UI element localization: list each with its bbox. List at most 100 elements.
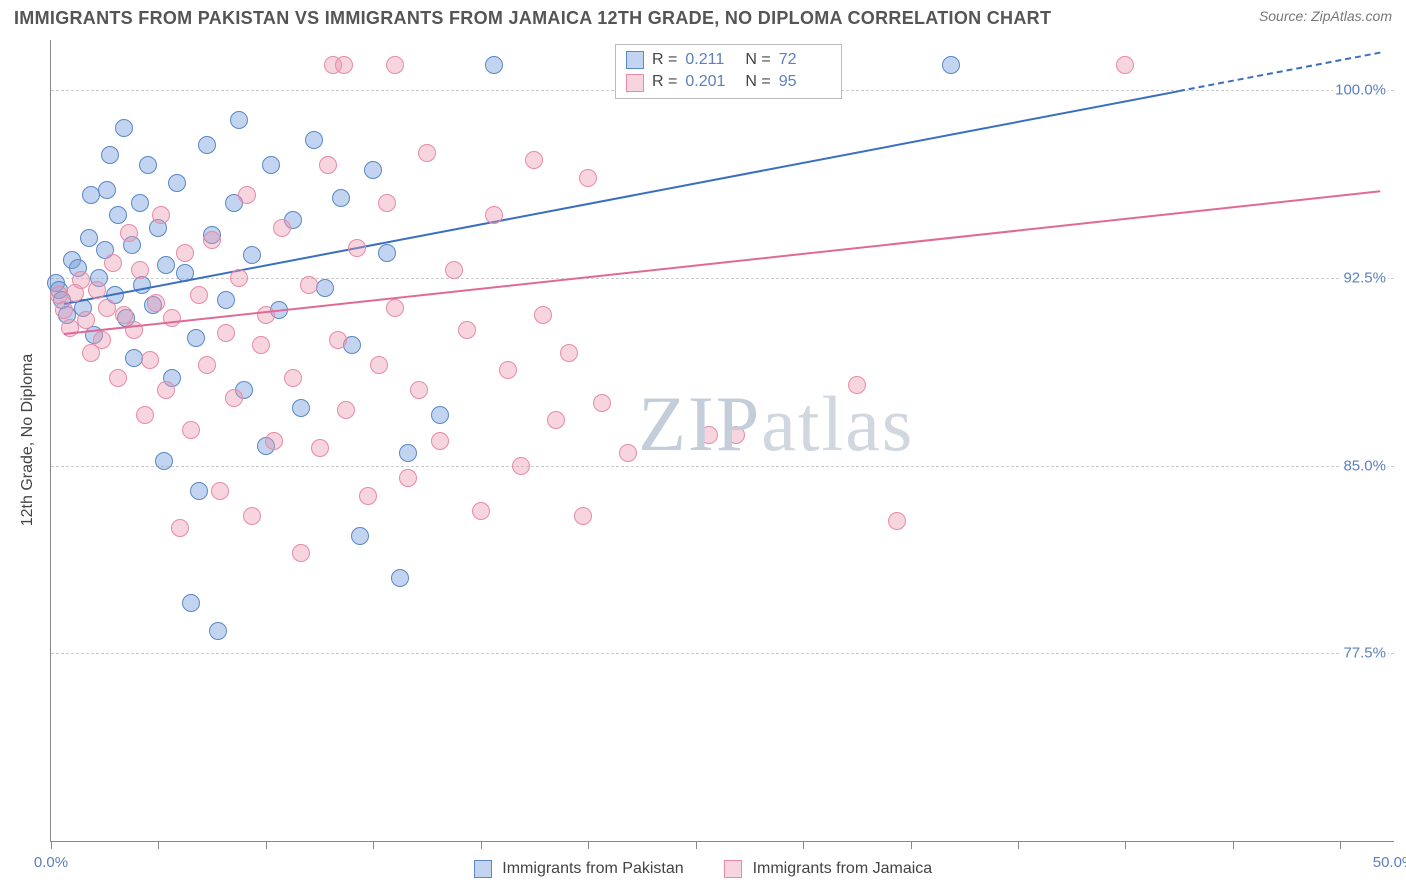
data-point xyxy=(499,361,517,379)
data-point xyxy=(593,394,611,412)
x-tick xyxy=(373,841,374,849)
data-point xyxy=(316,279,334,297)
data-point xyxy=(284,369,302,387)
data-point xyxy=(225,389,243,407)
data-point xyxy=(319,156,337,174)
data-point xyxy=(351,527,369,545)
data-point xyxy=(472,502,490,520)
data-point xyxy=(431,406,449,424)
n-value-pakistan: 72 xyxy=(779,49,831,71)
data-point xyxy=(265,432,283,450)
data-point xyxy=(131,194,149,212)
data-point xyxy=(292,399,310,417)
data-point xyxy=(399,469,417,487)
y-tick-label: 100.0% xyxy=(1333,82,1388,99)
n-value-jamaica: 95 xyxy=(779,71,831,93)
data-point xyxy=(370,356,388,374)
data-point xyxy=(147,294,165,312)
data-point xyxy=(104,254,122,272)
data-point xyxy=(534,306,552,324)
x-tick xyxy=(911,841,912,849)
data-point xyxy=(55,301,73,319)
data-point xyxy=(252,336,270,354)
data-point xyxy=(190,482,208,500)
legend-label: Immigrants from Jamaica xyxy=(753,860,933,877)
data-point xyxy=(335,56,353,74)
x-tick xyxy=(803,841,804,849)
data-point xyxy=(198,356,216,374)
data-point xyxy=(619,444,637,462)
data-point xyxy=(525,151,543,169)
data-point xyxy=(163,309,181,327)
data-point xyxy=(243,507,261,525)
plot-area: ZIPatlas R = 0.211 N = 72 R = 0.201 N = … xyxy=(50,40,1394,842)
data-point xyxy=(230,111,248,129)
data-point xyxy=(211,482,229,500)
data-point xyxy=(337,401,355,419)
x-tick xyxy=(51,841,52,849)
data-point xyxy=(120,224,138,242)
data-point xyxy=(485,206,503,224)
data-point xyxy=(458,321,476,339)
data-point xyxy=(485,56,503,74)
data-point xyxy=(157,256,175,274)
data-point xyxy=(1116,56,1134,74)
data-point xyxy=(329,331,347,349)
x-tick xyxy=(696,841,697,849)
data-point xyxy=(399,444,417,462)
n-label: N = xyxy=(745,71,770,93)
x-tick xyxy=(1233,841,1234,849)
r-value-pakistan: 0.211 xyxy=(685,49,737,71)
data-point xyxy=(109,206,127,224)
data-point xyxy=(176,244,194,262)
data-point xyxy=(311,439,329,457)
y-tick-label: 92.5% xyxy=(1341,269,1388,286)
data-point xyxy=(257,306,275,324)
data-point xyxy=(378,194,396,212)
data-point xyxy=(305,131,323,149)
y-tick-label: 77.5% xyxy=(1341,645,1388,662)
data-point xyxy=(80,229,98,247)
data-point xyxy=(141,351,159,369)
data-point xyxy=(378,244,396,262)
data-point xyxy=(445,261,463,279)
data-point xyxy=(230,269,248,287)
data-point xyxy=(348,239,366,257)
data-point xyxy=(700,426,718,444)
swatch-pakistan xyxy=(626,51,644,69)
data-point xyxy=(133,276,151,294)
x-tick xyxy=(1018,841,1019,849)
chart-title: IMMIGRANTS FROM PAKISTAN VS IMMIGRANTS F… xyxy=(14,8,1051,29)
y-tick-label: 85.0% xyxy=(1341,457,1388,474)
data-point xyxy=(418,144,436,162)
data-point xyxy=(848,376,866,394)
legend-label: Immigrants from Pakistan xyxy=(502,860,683,877)
data-point xyxy=(727,426,745,444)
legend-item-pakistan: Immigrants from Pakistan xyxy=(474,860,688,877)
data-point xyxy=(88,281,106,299)
gridline xyxy=(51,278,1394,279)
x-tick xyxy=(1340,841,1341,849)
data-point xyxy=(217,291,235,309)
x-tick xyxy=(158,841,159,849)
data-point xyxy=(155,452,173,470)
data-point xyxy=(359,487,377,505)
y-axis-label: 12th Grade, No Diploma xyxy=(19,354,37,527)
trend-line xyxy=(64,190,1380,335)
data-point xyxy=(300,276,318,294)
x-tick xyxy=(588,841,589,849)
data-point xyxy=(273,219,291,237)
data-point xyxy=(209,622,227,640)
gridline xyxy=(51,653,1394,654)
swatch-jamaica xyxy=(724,860,742,878)
x-tick xyxy=(481,841,482,849)
data-point xyxy=(332,189,350,207)
data-point xyxy=(262,156,280,174)
data-point xyxy=(942,56,960,74)
data-point xyxy=(386,56,404,74)
data-point xyxy=(579,169,597,187)
data-point xyxy=(72,271,90,289)
data-point xyxy=(168,174,186,192)
n-label: N = xyxy=(745,49,770,71)
data-point xyxy=(512,457,530,475)
